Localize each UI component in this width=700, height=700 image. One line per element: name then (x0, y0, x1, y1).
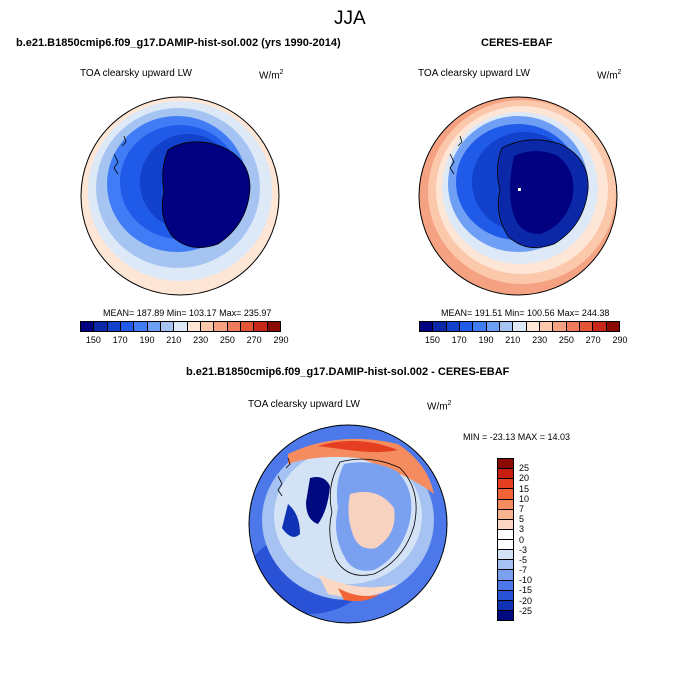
obs-colorbar-labels: 150 170 190 210 230 250 270 290 (419, 335, 628, 347)
model-colorbar-tick-label: 270 (246, 335, 262, 345)
diff-units-label: W/m2 (427, 400, 452, 413)
model-colorbar-tick-label: 190 (139, 335, 155, 345)
obs-colorbar-swatch (593, 322, 607, 331)
model-colorbar-swatch (240, 322, 255, 331)
diff-colorbar-swatch (498, 570, 513, 581)
diff-colorbar (497, 458, 514, 621)
obs-colorbar-swatch (553, 322, 567, 331)
diff-colorbar-swatch (498, 459, 513, 470)
diff-colorbar-swatch (498, 560, 513, 571)
model-colorbar-swatch (254, 322, 268, 331)
obs-colorbar-swatch (486, 322, 500, 331)
model-colorbar-swatch (187, 322, 201, 331)
obs-colorbar-swatch (499, 322, 514, 331)
diff-colorbar-swatch (498, 499, 513, 510)
obs-colorbar-swatch (473, 322, 487, 331)
model-colorbar-swatch (214, 322, 228, 331)
model-polar-map (80, 96, 280, 296)
obs-polar-map (418, 96, 618, 296)
diff-colorbar-tick-label: 20 (519, 473, 530, 484)
diff-colorbar-tick-label: -15 (519, 585, 533, 596)
obs-case-title: CERES-EBAF (481, 37, 553, 49)
diff-variable-label: TOA clearsky upward LW (248, 399, 360, 410)
obs-colorbar-swatch (566, 322, 580, 331)
model-colorbar-swatch (94, 322, 108, 331)
diff-colorbar-tick-label: -7 (519, 565, 528, 576)
model-colorbar-swatch (107, 322, 121, 331)
season-title: JJA (334, 8, 366, 29)
obs-colorbar-swatch (606, 322, 619, 331)
model-colorbar-tick-label: 230 (193, 335, 209, 345)
diff-colorbar-swatch (498, 590, 513, 601)
model-colorbar-tick-label: 250 (219, 335, 235, 345)
diff-colorbar-tick-label: -3 (519, 544, 528, 555)
obs-colorbar-tick-label: 150 (424, 335, 440, 345)
obs-colorbar (419, 321, 620, 332)
obs-colorbar-tick-label: 270 (585, 335, 601, 345)
model-colorbar-swatch (200, 322, 215, 331)
obs-colorbar-swatch (433, 322, 447, 331)
obs-colorbar-swatch (446, 322, 460, 331)
model-colorbar-swatch (174, 322, 188, 331)
model-colorbar-swatch (267, 322, 280, 331)
obs-colorbar-tick-label: 250 (558, 335, 574, 345)
diff-colorbar-swatch (498, 469, 513, 480)
model-colorbar-swatch (160, 322, 175, 331)
model-colorbar (80, 321, 281, 332)
obs-colorbar-tick-label: 190 (478, 335, 494, 345)
diff-colorbar-tick-label: -20 (519, 595, 533, 606)
diff-colorbar-swatch (498, 479, 513, 490)
obs-colorbar-swatch (579, 322, 594, 331)
model-colorbar-swatch (227, 322, 241, 331)
diff-colorbar-tick-label: 0 (519, 534, 525, 545)
diff-colorbar-tick-label: 25 (519, 463, 530, 474)
model-units-label: W/m2 (259, 69, 284, 82)
diff-case-title: b.e21.B1850cmip6.f09_g17.DAMIP-hist-sol.… (186, 366, 510, 378)
model-colorbar-tick-label: 170 (112, 335, 128, 345)
diff-stats: MIN = -23.13 MAX = 14.03 (463, 432, 571, 442)
obs-units-label: W/m2 (597, 69, 622, 82)
diff-colorbar-tick-label: -5 (519, 554, 528, 565)
model-stats: MEAN= 187.89 Min= 103.17 Max= 235.97 (103, 308, 272, 318)
obs-colorbar-swatch (513, 322, 527, 331)
diff-colorbar-tick-label: 7 (519, 503, 525, 514)
diff-colorbar-swatch (498, 550, 513, 561)
diff-colorbar-swatch (498, 600, 513, 611)
diff-colorbar-swatch (498, 519, 513, 530)
model-colorbar-swatch (120, 322, 135, 331)
obs-variable-label: TOA clearsky upward LW (418, 68, 530, 79)
diff-colorbar-tick-label: 3 (519, 524, 525, 535)
model-colorbar-tick-label: 210 (166, 335, 182, 345)
model-colorbar-swatch (147, 322, 161, 331)
obs-colorbar-swatch (420, 322, 434, 331)
model-colorbar-labels: 150 170 190 210 230 250 270 290 (80, 335, 289, 347)
model-colorbar-swatch (134, 322, 148, 331)
diff-colorbar-swatch (498, 489, 513, 500)
obs-stats: MEAN= 191.51 Min= 100.56 Max= 244.38 (441, 308, 610, 318)
model-colorbar-tick-label: 290 (273, 335, 289, 345)
diff-colorbar-tick-label: 10 (519, 493, 530, 504)
diff-colorbar-swatch (498, 580, 513, 591)
diff-colorbar-swatch (498, 509, 513, 520)
diff-colorbar-swatch (498, 540, 513, 551)
diff-colorbar-labels: 25 20 15 10 7 5 3 0 -3 -5 -7 -10 -15 -20 -25 (519, 458, 559, 621)
obs-colorbar-swatch (459, 322, 474, 331)
diff-colorbar-tick-label: -25 (519, 605, 533, 616)
obs-colorbar-tick-label: 170 (451, 335, 467, 345)
diff-colorbar-tick-label: 5 (519, 514, 525, 525)
diff-colorbar-swatch (498, 610, 513, 620)
model-case-title: b.e21.B1850cmip6.f09_g17.DAMIP-hist-sol.… (16, 37, 341, 49)
obs-colorbar-tick-label: 290 (612, 335, 628, 345)
diff-colorbar-tick-label: -10 (519, 575, 533, 586)
obs-colorbar-tick-label: 210 (505, 335, 521, 345)
model-colorbar-swatch (81, 322, 95, 331)
diff-colorbar-swatch (498, 529, 513, 540)
diff-polar-map (248, 424, 448, 624)
diff-colorbar-tick-label: 15 (519, 483, 530, 494)
model-colorbar-tick-label: 150 (85, 335, 101, 345)
obs-colorbar-swatch (539, 322, 554, 331)
obs-colorbar-tick-label: 230 (532, 335, 548, 345)
obs-colorbar-swatch (526, 322, 540, 331)
model-variable-label: TOA clearsky upward LW (80, 68, 192, 79)
